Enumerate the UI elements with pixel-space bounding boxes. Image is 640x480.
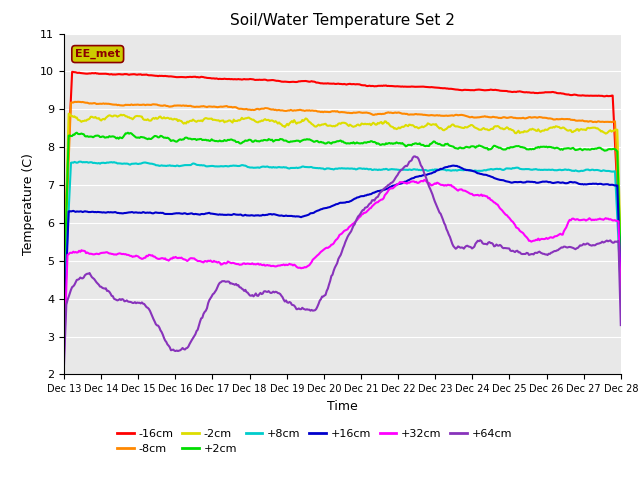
Text: EE_met: EE_met bbox=[75, 49, 120, 59]
Legend: -16cm, -8cm, -2cm, +2cm, +8cm, +16cm, +32cm, +64cm: -16cm, -8cm, -2cm, +2cm, +8cm, +16cm, +3… bbox=[113, 424, 516, 459]
X-axis label: Time: Time bbox=[327, 400, 358, 413]
Y-axis label: Temperature (C): Temperature (C) bbox=[22, 153, 35, 255]
Title: Soil/Water Temperature Set 2: Soil/Water Temperature Set 2 bbox=[230, 13, 455, 28]
